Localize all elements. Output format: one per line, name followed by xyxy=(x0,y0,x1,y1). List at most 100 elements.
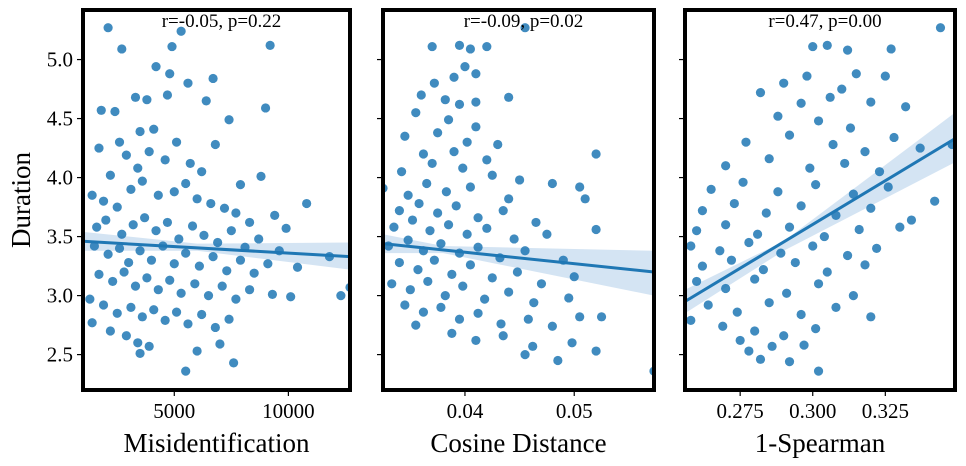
data-point xyxy=(254,234,264,244)
data-point xyxy=(575,182,585,192)
data-point xyxy=(142,273,152,283)
x-axis-label: 1-Spearman xyxy=(755,428,886,458)
data-point xyxy=(811,324,821,334)
data-point xyxy=(480,294,490,304)
data-point xyxy=(441,187,451,197)
data-point xyxy=(842,250,853,261)
data-point xyxy=(504,194,514,204)
data-point xyxy=(423,276,433,287)
data-point xyxy=(750,326,760,336)
data-point xyxy=(866,312,876,322)
data-point xyxy=(153,285,163,295)
data-point xyxy=(591,149,601,159)
data-point xyxy=(842,45,853,55)
data-point xyxy=(471,97,481,107)
panels-group: 2.5 3.0 3.5 4.0 4.5 5.0 5000 10000 Misidentifica… xyxy=(47,8,957,458)
data-point xyxy=(429,255,439,265)
data-point xyxy=(784,130,795,140)
data-point xyxy=(414,198,424,209)
data-point xyxy=(564,293,574,303)
data-point xyxy=(447,328,457,338)
data-point xyxy=(808,241,818,251)
y-axis-label: Duration xyxy=(6,152,36,248)
data-point xyxy=(149,305,159,315)
data-point xyxy=(121,331,131,341)
data-point xyxy=(336,290,346,301)
data-point xyxy=(721,220,731,230)
data-point xyxy=(458,163,468,173)
data-point xyxy=(176,26,186,36)
data-point xyxy=(219,203,230,213)
data-point xyxy=(872,243,882,253)
data-point xyxy=(796,309,806,320)
data-point xyxy=(105,170,115,180)
data-point xyxy=(416,90,426,100)
data-point xyxy=(443,220,454,230)
data-point xyxy=(465,44,476,54)
data-point xyxy=(822,267,832,277)
data-point xyxy=(755,354,766,364)
correlation-annotation: r=0.47, p=0.00 xyxy=(768,11,881,32)
data-point xyxy=(866,97,876,107)
data-point xyxy=(429,78,439,88)
data-point xyxy=(183,319,193,329)
data-point xyxy=(449,72,459,82)
data-point xyxy=(482,41,492,52)
data-point xyxy=(831,302,841,312)
data-point xyxy=(197,167,207,177)
data-point xyxy=(764,298,774,308)
data-point xyxy=(732,307,742,317)
data-point xyxy=(744,237,754,248)
regression-line xyxy=(83,239,350,259)
data-point xyxy=(124,257,134,268)
data-point xyxy=(462,137,472,147)
data-point xyxy=(703,300,713,310)
data-point xyxy=(190,279,200,289)
data-point xyxy=(194,261,204,271)
data-point xyxy=(901,102,911,112)
data-point xyxy=(779,331,789,341)
data-point xyxy=(135,348,145,359)
data-point xyxy=(144,147,154,157)
data-point xyxy=(462,229,472,239)
data-point xyxy=(181,248,191,258)
data-point xyxy=(454,40,465,51)
data-point xyxy=(692,226,702,236)
data-point xyxy=(265,40,275,51)
data-point xyxy=(473,213,483,223)
data-point xyxy=(87,190,97,200)
data-point xyxy=(162,217,173,228)
data-point xyxy=(94,269,104,279)
data-point xyxy=(167,41,177,52)
data-point xyxy=(405,285,415,295)
data-point xyxy=(302,198,312,209)
data-point xyxy=(473,242,483,252)
data-point xyxy=(140,213,150,223)
data-point xyxy=(217,281,227,291)
data-point xyxy=(528,341,538,351)
y-tick-label: 4.0 xyxy=(47,166,73,190)
data-point xyxy=(796,201,806,211)
data-point xyxy=(142,95,152,105)
data-point xyxy=(729,198,739,209)
panel-plot-area xyxy=(685,23,955,376)
confidence-band xyxy=(83,231,350,270)
data-point xyxy=(697,206,708,216)
data-point xyxy=(471,335,481,346)
data-point xyxy=(886,44,896,54)
data-point xyxy=(165,69,175,79)
data-point xyxy=(482,223,492,233)
data-point xyxy=(135,246,145,256)
data-point xyxy=(411,320,421,330)
data-point xyxy=(819,231,829,242)
data-point xyxy=(752,229,763,239)
data-point xyxy=(504,92,514,102)
data-point xyxy=(569,272,579,282)
data-point xyxy=(224,115,234,125)
data-point xyxy=(208,73,218,84)
data-point xyxy=(433,208,443,218)
data-point xyxy=(151,62,161,72)
data-point xyxy=(133,163,143,173)
data-point xyxy=(403,235,413,245)
